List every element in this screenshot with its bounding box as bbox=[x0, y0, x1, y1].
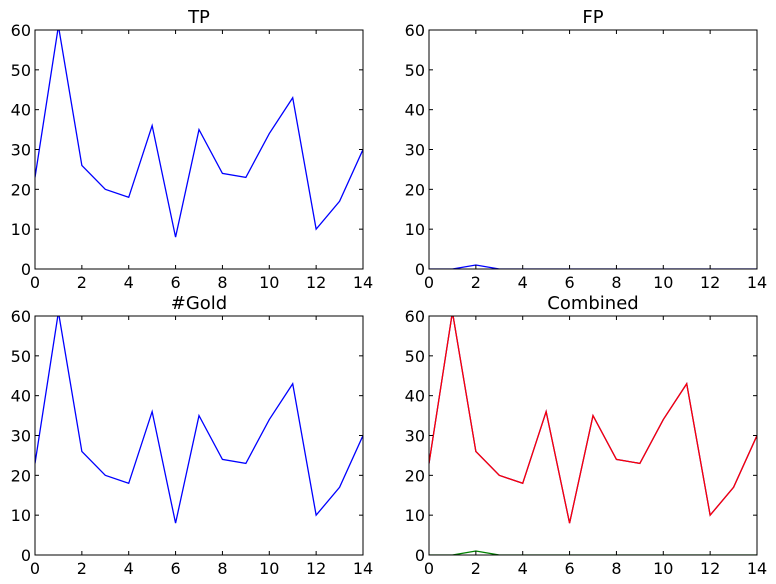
y-tick-label: 40 bbox=[405, 101, 425, 120]
y-tick-label: 10 bbox=[405, 506, 425, 525]
y-tick-label: 0 bbox=[415, 546, 425, 565]
y-tick-label: 30 bbox=[11, 141, 31, 160]
x-tick-label: 12 bbox=[306, 273, 326, 292]
x-tick-label: 8 bbox=[611, 559, 621, 578]
y-tick-label: 60 bbox=[11, 307, 31, 326]
series-line-0 bbox=[35, 316, 363, 524]
y-tick-label: 30 bbox=[405, 141, 425, 160]
subplot-title: TP bbox=[187, 7, 210, 28]
x-tick-label: 12 bbox=[306, 559, 326, 578]
y-tick-label: 50 bbox=[11, 61, 31, 80]
x-tick-label: 12 bbox=[700, 559, 720, 578]
y-tick-label: 30 bbox=[405, 427, 425, 446]
x-tick-label: 6 bbox=[170, 273, 180, 292]
x-tick-label: 10 bbox=[259, 273, 279, 292]
x-tick-label: 12 bbox=[700, 273, 720, 292]
subplot-title: #Gold bbox=[171, 293, 227, 314]
subplot-tp: 0 2 4 6 8 10 12 14 0 10 20 30 40 50 60 TP bbox=[11, 7, 374, 292]
y-tick-label: 0 bbox=[21, 260, 31, 279]
x-tick-label: 0 bbox=[424, 273, 434, 292]
x-tick-label: 14 bbox=[353, 273, 373, 292]
plot-area bbox=[429, 316, 757, 555]
x-tick-label: 6 bbox=[564, 273, 574, 292]
x-tick-label: 0 bbox=[424, 559, 434, 578]
y-tick-label: 40 bbox=[11, 101, 31, 120]
subplot-title: Combined bbox=[547, 293, 638, 314]
subplot-gold: 0 2 4 6 8 10 12 14 0 10 20 30 40 50 60 #Gold bbox=[11, 293, 374, 578]
y-tick-label: 60 bbox=[405, 21, 425, 40]
x-tick-label: 10 bbox=[653, 559, 673, 578]
y-tick-label: 60 bbox=[405, 307, 425, 326]
x-tick-label: 14 bbox=[747, 273, 767, 292]
x-tick-label: 0 bbox=[30, 559, 40, 578]
x-tick-label: 4 bbox=[124, 273, 134, 292]
subplot-combined: 0 2 4 6 8 10 12 14 0 10 20 30 40 50 60 Combined bbox=[405, 293, 768, 578]
x-tick-label: 4 bbox=[124, 559, 134, 578]
y-tick-label: 0 bbox=[21, 546, 31, 565]
y-tick-label: 20 bbox=[405, 180, 425, 199]
x-tick-label: 0 bbox=[30, 273, 40, 292]
y-tick-label: 10 bbox=[405, 220, 425, 239]
y-tick-label: 40 bbox=[405, 387, 425, 406]
y-tick-label: 0 bbox=[415, 260, 425, 279]
y-tick-label: 10 bbox=[11, 506, 31, 525]
x-tick-label: 2 bbox=[77, 559, 87, 578]
subplot-fp: 0 2 4 6 8 10 12 14 0 10 20 30 40 50 60 FP bbox=[405, 7, 768, 292]
x-tick-label: 8 bbox=[217, 273, 227, 292]
y-tick-label: 60 bbox=[11, 21, 31, 40]
series-line-2 bbox=[429, 316, 757, 524]
series-line-0 bbox=[35, 30, 363, 238]
x-tick-label: 4 bbox=[518, 273, 528, 292]
x-tick-label: 8 bbox=[217, 559, 227, 578]
y-tick-label: 20 bbox=[11, 180, 31, 199]
x-tick-label: 10 bbox=[259, 559, 279, 578]
subplot-title: FP bbox=[582, 7, 603, 28]
y-tick-label: 50 bbox=[405, 61, 425, 80]
y-tick-label: 50 bbox=[11, 347, 31, 366]
x-tick-label: 10 bbox=[653, 273, 673, 292]
x-tick-label: 8 bbox=[611, 273, 621, 292]
x-tick-label: 6 bbox=[564, 559, 574, 578]
x-tick-label: 14 bbox=[353, 559, 373, 578]
y-tick-label: 40 bbox=[11, 387, 31, 406]
x-tick-label: 14 bbox=[747, 559, 767, 578]
y-tick-label: 30 bbox=[11, 427, 31, 446]
x-tick-label: 2 bbox=[471, 273, 481, 292]
y-tick-label: 20 bbox=[405, 466, 425, 485]
plot-area bbox=[35, 316, 363, 555]
x-tick-label: 4 bbox=[518, 559, 528, 578]
y-tick-label: 20 bbox=[11, 466, 31, 485]
plot-area bbox=[429, 30, 757, 269]
y-tick-label: 10 bbox=[11, 220, 31, 239]
y-tick-label: 50 bbox=[405, 347, 425, 366]
series-line-1 bbox=[429, 550, 757, 555]
plot-area bbox=[35, 30, 363, 269]
x-tick-label: 2 bbox=[77, 273, 87, 292]
series-line-0 bbox=[429, 264, 757, 269]
x-tick-label: 2 bbox=[471, 559, 481, 578]
x-tick-label: 6 bbox=[170, 559, 180, 578]
